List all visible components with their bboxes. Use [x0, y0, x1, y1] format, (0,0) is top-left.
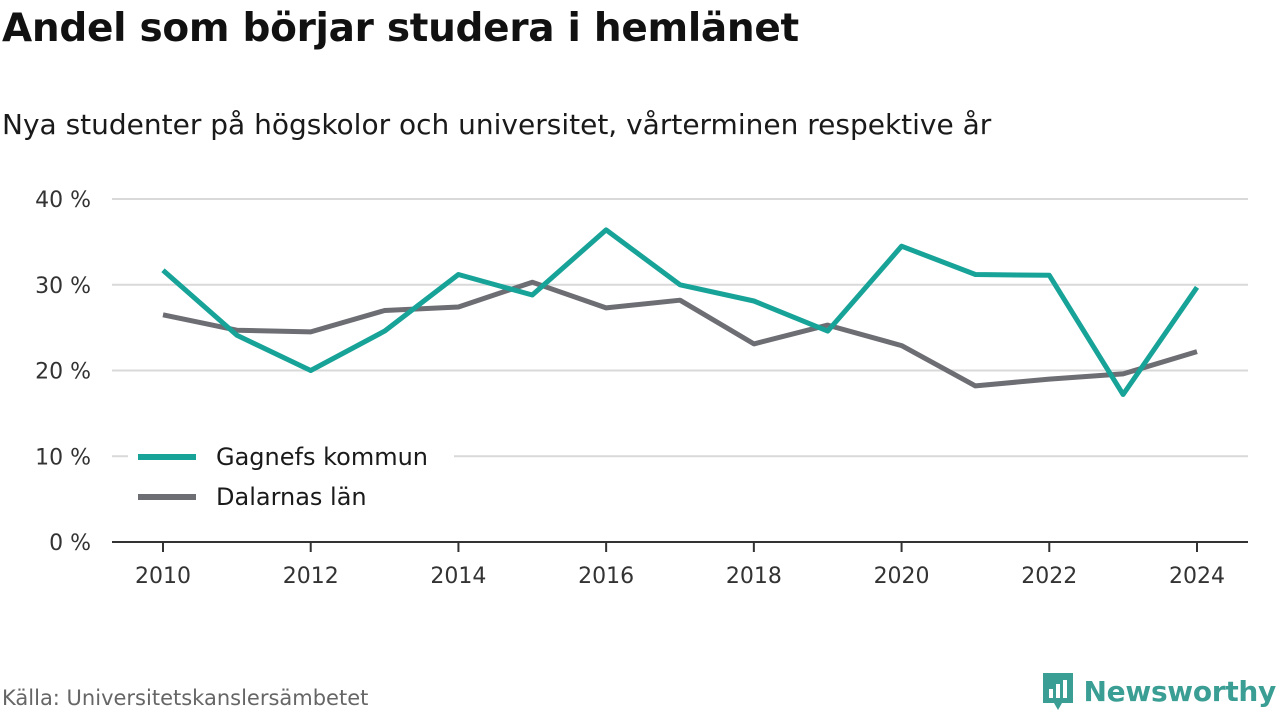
x-tick-label: 2018 [726, 564, 782, 589]
x-tick-label: 2012 [283, 564, 339, 589]
source-note: Källa: Universitetskanslersämbetet [2, 686, 369, 710]
y-tick-label: 30 % [35, 274, 91, 299]
grid-lines [112, 198, 1248, 458]
y-tick-label: 20 % [35, 360, 91, 385]
legend-background [128, 432, 454, 524]
y-axis-ticks: 0 % 10 % 20 % 30 % 40 % [35, 188, 91, 556]
x-tick-label: 2020 [874, 564, 930, 589]
chart-title: Andel som börjar studera i hemlänet [2, 6, 799, 51]
x-tick-label: 2022 [1021, 564, 1077, 589]
chart-subtitle: Nya studenter på högskolor och universit… [2, 108, 992, 141]
y-tick-label: 0 % [49, 531, 91, 556]
brand-name: Newsworthy [1083, 674, 1277, 708]
x-tick-label: 2014 [430, 564, 486, 589]
x-tick-label: 2010 [135, 564, 191, 589]
legend: Gagnefs kommun Dalarnas län [128, 432, 454, 524]
newsworthy-logo-icon [1042, 673, 1073, 710]
y-tick-label: 10 % [35, 445, 91, 470]
x-tick-label: 2016 [578, 564, 634, 589]
x-axis: 2010 2012 2014 2016 2018 2020 2022 2024 [112, 541, 1248, 589]
series-lines [161, 227, 1200, 397]
legend-label: Gagnefs kommun [216, 443, 428, 471]
brand-logo: Newsworthy [1040, 670, 1276, 712]
series-line [161, 227, 1200, 397]
x-tick-label: 2024 [1169, 564, 1225, 589]
series-line [162, 279, 1198, 389]
y-tick-label: 40 % [35, 188, 91, 213]
legend-label: Dalarnas län [216, 483, 367, 511]
